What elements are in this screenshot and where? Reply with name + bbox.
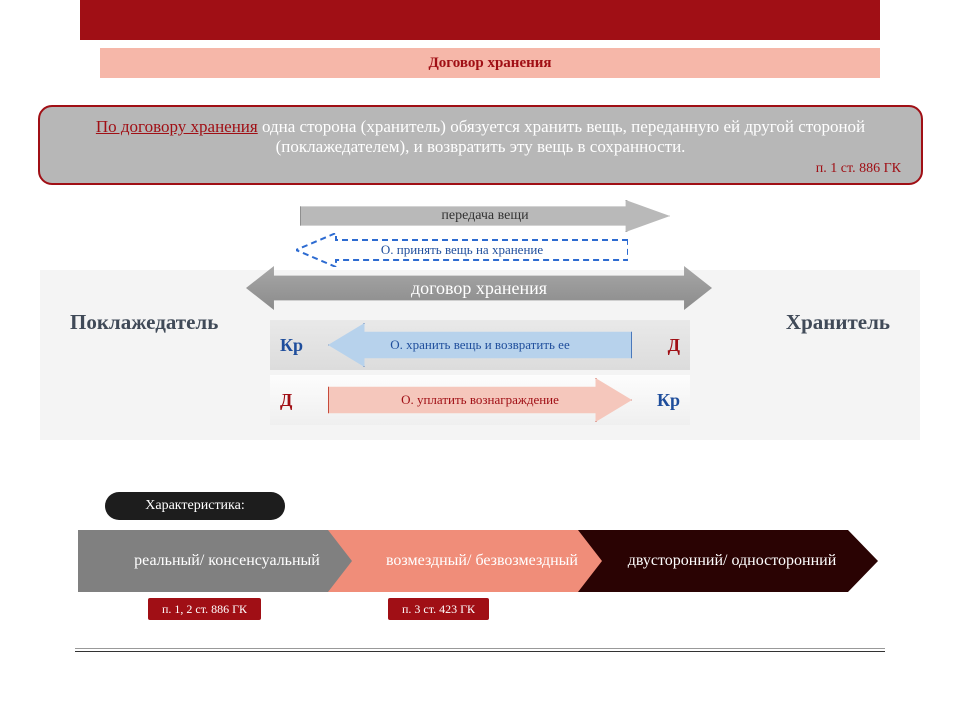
definition-citation: п. 1 ст. 886 ГК [60,161,901,177]
row2-right-role: Кр [657,390,680,411]
relationship-diagram: Поклажедатель Хранитель Кр Д Д Кр переда… [40,200,920,470]
definition-text: По договору хранения одна сторона (храни… [60,117,901,157]
footer-rule-dark [75,651,885,652]
row1-left-role: Кр [280,335,303,356]
definition-rest: одна сторона (хранитель) обязуется храни… [258,117,865,156]
reference-tag-1: п. 1, 2 ст. 886 ГК [148,598,261,620]
reference-tag-2: п. 3 ст. 423 ГК [388,598,489,620]
arrow-accept: О. принять вещь на хранение [296,233,628,267]
arrow-contract: договор хранения [246,266,712,310]
chevron-1-label: реальный/ консенсуальный [104,552,342,570]
chevron-2-label: возмездный/ безвозмездный [356,552,600,570]
row1-right-role: Д [668,335,680,356]
arrow-accept-label: О. принять вещь на хранение [353,242,571,258]
chevron-1: реальный/ консенсуальный [78,530,368,592]
arrow-transfer: передача вещи [300,200,670,232]
arrow-store-label: О. хранить вещь и возвратить ее [362,338,597,352]
arrow-store: О. хранить вещь и возвратить ее [328,323,632,367]
footer-rule-light [75,648,885,649]
arrow-transfer-label: передача вещи [413,208,556,224]
chevron-3: двусторонний/ односторонний [578,530,878,592]
top-accent-bar [80,0,880,40]
arrow-contract-label: договор хранения [383,278,575,299]
characteristics-heading: Характеристика: [105,492,285,520]
arrow-pay: О. уплатить вознаграждение [328,378,632,422]
definition-highlight: По договору хранения [96,117,258,136]
row2-left-role: Д [280,390,292,411]
chevron-3-label: двусторонний/ односторонний [598,552,859,570]
definition-box: По договору хранения одна сторона (храни… [38,105,923,185]
party-left-label: Поклажедатель [70,310,218,335]
party-right-label: Хранитель [786,310,890,335]
characteristics-chevrons: реальный/ консенсуальный возмездный/ без… [78,530,888,600]
slide-title: Договор хранения [100,48,880,78]
arrow-pay-label: О. уплатить вознаграждение [373,392,587,408]
